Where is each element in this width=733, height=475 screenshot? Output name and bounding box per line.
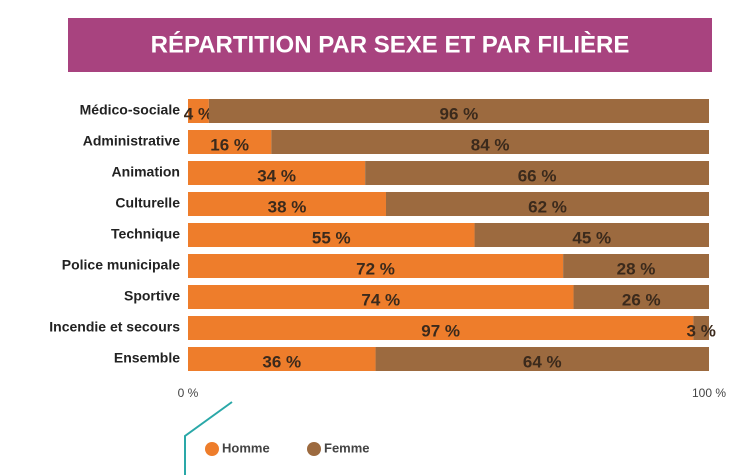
bar-segment — [188, 316, 694, 340]
value-label: 96 % — [440, 104, 479, 123]
x-tick-label: 0 % — [178, 386, 199, 400]
value-label: 4 % — [184, 104, 213, 123]
value-label: 16 % — [210, 135, 249, 154]
value-label: 3 % — [687, 321, 716, 340]
bar-segment — [188, 285, 574, 309]
value-label: 28 % — [617, 259, 656, 278]
category-label: Animation — [112, 164, 180, 180]
bar-segment — [188, 99, 209, 123]
value-label: 34 % — [257, 166, 296, 185]
value-label: 62 % — [528, 197, 567, 216]
category-label: Technique — [111, 226, 180, 242]
bar-segment — [188, 254, 564, 278]
value-label: 84 % — [471, 135, 510, 154]
bar-segment — [375, 347, 709, 371]
bar-segment — [474, 223, 709, 247]
legend-label: Femme — [324, 440, 370, 455]
legend-label: Homme — [222, 440, 270, 455]
category-label: Incendie et secours — [49, 319, 180, 335]
legend-swatch — [205, 442, 219, 456]
value-label: 55 % — [312, 228, 351, 247]
value-label: 26 % — [622, 290, 661, 309]
bar-segment — [693, 316, 709, 340]
bar-segment — [188, 161, 366, 185]
bar-segment — [365, 161, 709, 185]
value-label: 38 % — [268, 197, 307, 216]
chart-title: RÉPARTITION PAR SEXE ET PAR FILIÈRE — [151, 30, 630, 58]
bar-segment — [188, 130, 272, 154]
legend-swatch — [307, 442, 321, 456]
bar-segment — [188, 223, 475, 247]
x-tick-label: 100 % — [692, 386, 726, 400]
category-label: Police municipale — [62, 257, 180, 273]
category-label: Ensemble — [114, 350, 180, 366]
bar-segment — [188, 347, 376, 371]
category-label: Sportive — [124, 288, 180, 304]
bar-segment — [271, 130, 709, 154]
decoration — [184, 401, 233, 475]
title-banner — [68, 18, 712, 72]
value-label: 45 % — [572, 228, 611, 247]
value-label: 74 % — [361, 290, 400, 309]
value-label: 72 % — [356, 259, 395, 278]
bar-segment — [573, 285, 709, 309]
category-label: Administrative — [83, 133, 180, 149]
category-label: Médico-sociale — [80, 102, 181, 118]
bar-segment — [188, 192, 386, 216]
bar-segment — [208, 99, 709, 123]
value-label: 36 % — [262, 352, 301, 371]
bar-segment — [563, 254, 709, 278]
value-label: 64 % — [523, 352, 562, 371]
bar-segment — [385, 192, 709, 216]
category-label: Culturelle — [115, 195, 180, 211]
value-label: 66 % — [518, 166, 557, 185]
value-label: 97 % — [421, 321, 460, 340]
